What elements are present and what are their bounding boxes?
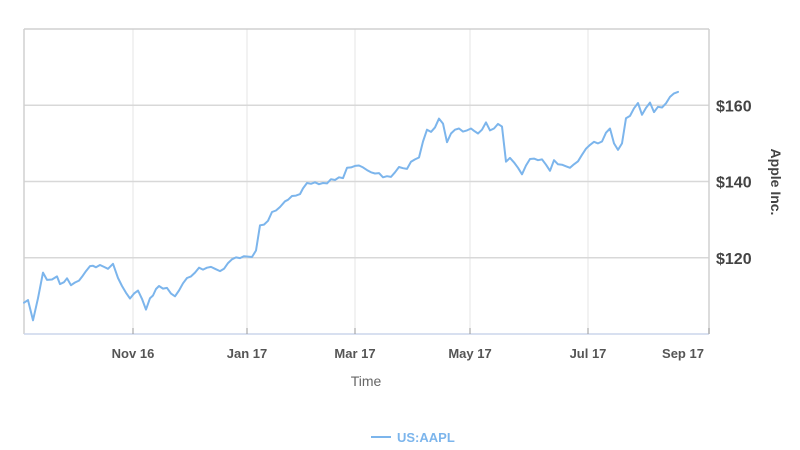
x-tick-label: Nov 16: [112, 346, 155, 361]
x-tick-label: Mar 17: [334, 346, 375, 361]
x-tick-label: Jul 17: [570, 346, 607, 361]
y-tick-label: $120: [716, 251, 752, 268]
x-axis-title: Time: [351, 373, 382, 389]
series-line-us-aapl[interactable]: [23, 90, 679, 322]
x-tick-label: May 17: [448, 346, 491, 361]
x-tick-label: Sep 17: [662, 346, 704, 361]
y-tick-label: $160: [716, 98, 752, 115]
plot-frame: [23, 28, 710, 335]
x-axis-ticks: Nov 16 Jan 17 Mar 17 May 17 Jul 17 Sep 17: [112, 328, 710, 361]
legend: US:AAPL: [371, 430, 455, 445]
legend-item-us-aapl[interactable]: US:AAPL: [371, 430, 455, 445]
x-tick-label: Jan 17: [227, 346, 267, 361]
y-axis-ticks: $120 $140 $160: [716, 98, 752, 268]
horizontal-gridlines: [24, 104, 709, 259]
legend-label: US:AAPL: [397, 430, 455, 445]
y-tick-label: $140: [716, 175, 752, 192]
y-axis-title: Apple Inc.: [768, 149, 784, 216]
